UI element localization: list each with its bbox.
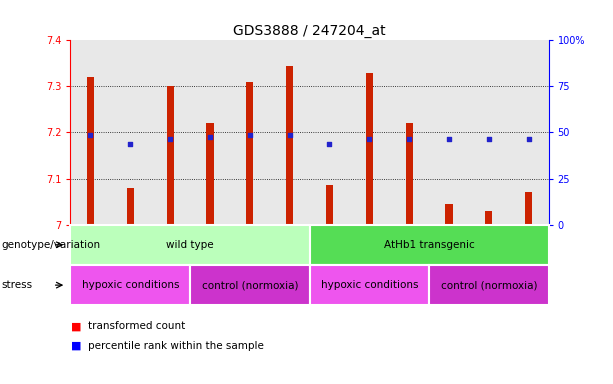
Point: [325, 141, 335, 147]
Bar: [525, 192, 532, 225]
Point: [405, 136, 414, 142]
Bar: [389, 40, 429, 225]
Point: [484, 136, 494, 142]
Bar: [326, 185, 333, 225]
Text: transformed count: transformed count: [88, 321, 185, 331]
Bar: [87, 77, 94, 225]
Point: [245, 132, 255, 138]
Point: [86, 132, 96, 138]
Point: [524, 136, 533, 142]
Text: ■: ■: [70, 341, 81, 351]
Point: [166, 136, 175, 142]
Text: wild type: wild type: [166, 240, 214, 250]
Bar: [270, 40, 310, 225]
Bar: [70, 40, 110, 225]
Bar: [406, 123, 413, 225]
Text: hypoxic conditions: hypoxic conditions: [82, 280, 179, 290]
Text: control (normoxia): control (normoxia): [441, 280, 537, 290]
Bar: [190, 40, 230, 225]
Point: [284, 132, 294, 138]
Text: AtHb1 transgenic: AtHb1 transgenic: [384, 240, 474, 250]
Bar: [127, 188, 134, 225]
Bar: [485, 211, 492, 225]
Text: percentile rank within the sample: percentile rank within the sample: [88, 341, 264, 351]
Bar: [446, 204, 452, 225]
Text: stress: stress: [1, 280, 32, 290]
Bar: [167, 86, 173, 225]
Bar: [310, 40, 349, 225]
Point: [125, 141, 135, 147]
Text: ■: ■: [70, 321, 81, 331]
Bar: [286, 66, 293, 225]
Point: [364, 136, 374, 142]
Bar: [246, 82, 253, 225]
Bar: [469, 40, 509, 225]
Bar: [366, 73, 373, 225]
Text: hypoxic conditions: hypoxic conditions: [321, 280, 418, 290]
Bar: [110, 40, 150, 225]
Title: GDS3888 / 247204_at: GDS3888 / 247204_at: [234, 24, 386, 38]
Bar: [429, 40, 469, 225]
Bar: [230, 40, 270, 225]
Bar: [509, 40, 549, 225]
Point: [444, 136, 454, 142]
Bar: [349, 40, 389, 225]
Text: genotype/variation: genotype/variation: [1, 240, 101, 250]
Text: control (normoxia): control (normoxia): [202, 280, 298, 290]
Point: [205, 134, 215, 140]
Bar: [150, 40, 190, 225]
Bar: [207, 123, 213, 225]
